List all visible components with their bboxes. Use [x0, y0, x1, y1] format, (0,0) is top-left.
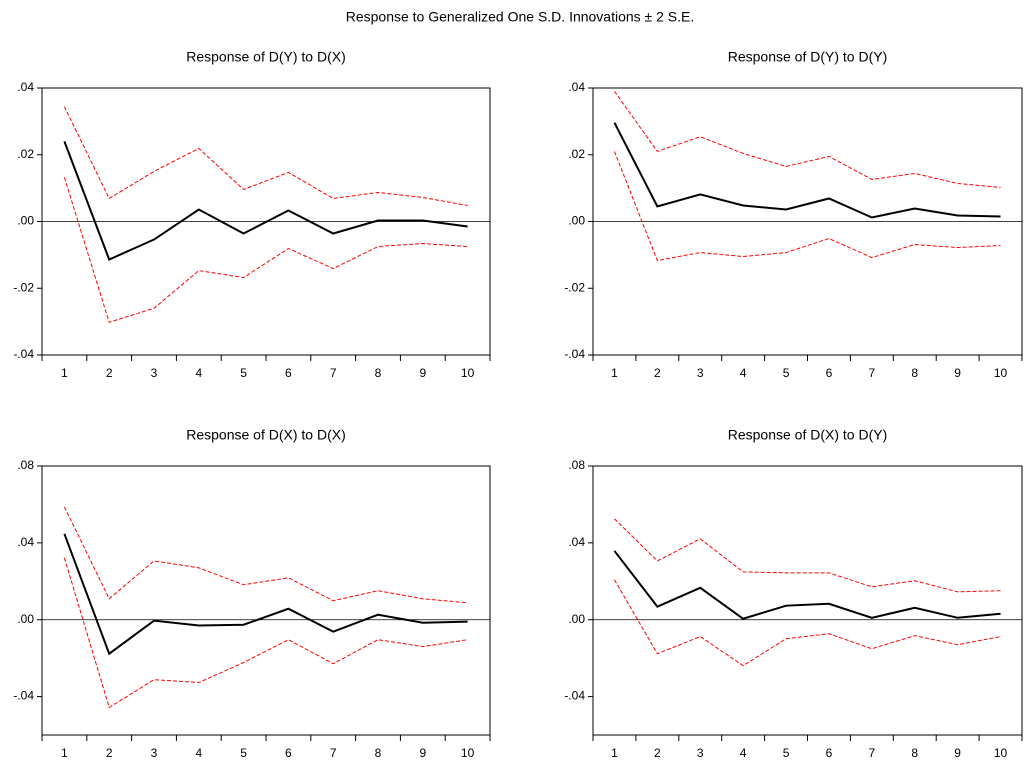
x-tick-label: 5	[240, 366, 247, 380]
x-tick-label: 7	[869, 366, 876, 380]
plot-frame	[592, 465, 1023, 736]
x-tick-label: 9	[954, 746, 961, 760]
y-tick-label: -.04	[564, 347, 585, 361]
y-tick-label: -.04	[13, 347, 34, 361]
response-line	[63, 141, 468, 261]
x-tick-label: 6	[285, 366, 292, 380]
x-tick-label: 8	[911, 746, 918, 760]
x-tick-label: 2	[654, 366, 661, 380]
x-tick-label: 1	[611, 366, 618, 380]
chart-title: Response of D(Y) to D(X)	[186, 49, 346, 65]
x-tick-label: 8	[911, 366, 918, 380]
x-tick-label: 2	[106, 366, 113, 380]
x-tick-label: 8	[375, 746, 382, 760]
x-tick-label: 3	[151, 746, 158, 760]
band-line	[63, 177, 468, 323]
x-tick-label: 7	[330, 366, 337, 380]
x-tick-label: 6	[826, 746, 833, 760]
y-tick-label: .08	[568, 458, 585, 472]
y-tick-label: .04	[17, 535, 34, 549]
plot-frame	[41, 465, 491, 736]
figure-title: Response to Generalized One S.D. Innovat…	[346, 9, 695, 25]
y-tick-label: -.04	[13, 689, 34, 703]
y-tick-label: .00	[17, 612, 34, 626]
response-line	[613, 550, 1001, 620]
x-tick-label: 4	[740, 366, 747, 380]
y-tick-label: .00	[568, 214, 585, 228]
x-tick-label: 4	[740, 746, 747, 760]
x-tick-label: 9	[419, 366, 426, 380]
x-tick-label: 5	[783, 366, 790, 380]
x-tick-label: 10	[461, 366, 475, 380]
x-tick-label: 7	[330, 746, 337, 760]
x-tick-label: 2	[106, 746, 113, 760]
y-tick-label: .04	[568, 80, 585, 94]
x-tick-label: 3	[697, 366, 704, 380]
x-tick-label: 3	[697, 746, 704, 760]
x-tick-label: 1	[611, 746, 618, 760]
chart-title: Response of D(Y) to D(Y)	[728, 49, 888, 65]
band-line	[63, 506, 468, 604]
chart-title: Response of D(X) to D(X)	[186, 427, 346, 443]
x-tick-label: 9	[419, 746, 426, 760]
x-tick-label: 6	[826, 366, 833, 380]
y-tick-label: .08	[17, 458, 34, 472]
y-tick-label: -.02	[13, 280, 34, 294]
x-tick-label: 6	[285, 746, 292, 760]
y-tick-label: .00	[568, 612, 585, 626]
x-tick-label: 1	[61, 366, 68, 380]
y-tick-label: .02	[568, 147, 585, 161]
x-tick-label: 5	[240, 746, 247, 760]
x-tick-label: 10	[994, 746, 1008, 760]
x-tick-label: 10	[461, 746, 475, 760]
band-line	[614, 91, 1001, 188]
y-tick-label: .04	[568, 535, 585, 549]
band-line	[614, 579, 1001, 667]
y-tick-label: .00	[17, 214, 34, 228]
x-tick-label: 4	[195, 746, 202, 760]
x-tick-label: 7	[869, 746, 876, 760]
chart-title: Response of D(X) to D(Y)	[728, 427, 888, 443]
x-tick-label: 5	[783, 746, 790, 760]
response-line	[63, 533, 468, 656]
y-tick-label: -.02	[564, 280, 585, 294]
y-tick-label: .02	[17, 147, 34, 161]
response-line	[613, 122, 1001, 219]
x-tick-label: 3	[151, 366, 158, 380]
band-line	[63, 557, 468, 709]
y-tick-label: -.04	[564, 689, 585, 703]
band-line	[63, 106, 468, 206]
x-tick-label: 10	[994, 366, 1008, 380]
x-tick-label: 8	[375, 366, 382, 380]
x-tick-label: 1	[61, 746, 68, 760]
y-tick-label: .04	[17, 80, 34, 94]
band-line	[614, 518, 1001, 593]
x-tick-label: 4	[195, 366, 202, 380]
band-line	[613, 151, 1001, 262]
x-tick-label: 2	[654, 746, 661, 760]
x-tick-label: 9	[954, 366, 961, 380]
